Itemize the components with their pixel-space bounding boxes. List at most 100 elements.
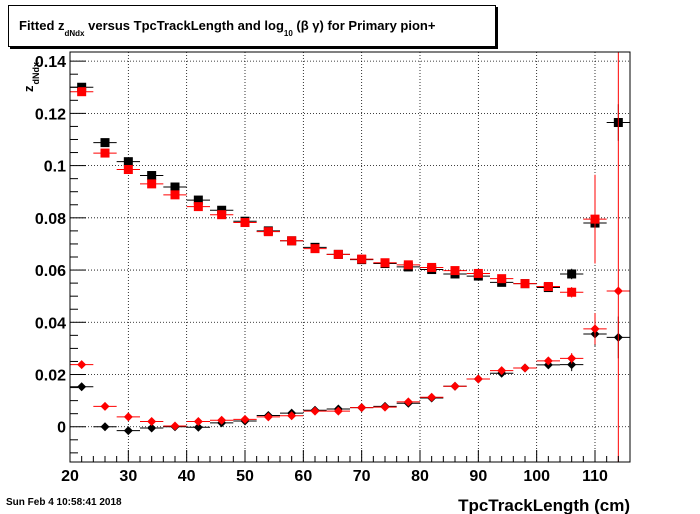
diamond-marker [473,374,483,384]
diamond-marker [77,382,87,392]
data-point [140,179,164,189]
data-points [70,52,630,462]
square-marker [497,274,507,284]
grid-lines [70,52,630,462]
data-point [186,202,210,212]
data-point [560,353,584,364]
data-point [70,382,94,392]
data-point [140,423,164,433]
square-marker [217,210,227,220]
x-tick-label: 30 [119,468,137,485]
square-marker [473,268,483,278]
diamond-marker [427,392,437,402]
data-point [326,406,350,416]
data-point [583,313,607,345]
data-point [256,412,280,422]
square-marker [100,148,110,158]
square-marker [310,244,320,254]
y-axis-label: zdNdx [21,62,41,92]
y-axis-label-main: z [21,85,36,92]
square-marker [147,171,157,181]
data-point [560,268,584,280]
square-marker [263,227,273,237]
diamond-marker [497,366,507,376]
data-point [280,411,304,421]
data-point [70,360,94,370]
date-stamp: Sun Feb 4 10:58:41 2018 [6,497,122,508]
x-tick-label: 90 [469,468,487,485]
data-point [163,421,187,431]
square-marker [427,262,437,272]
diamond-marker [310,406,320,416]
data-point [233,218,257,228]
data-point [443,266,467,276]
diamond-marker [123,412,133,422]
diamond-marker [263,412,273,422]
diamond-marker [77,360,87,370]
diamond-marker [450,381,460,391]
data-point [443,381,467,391]
x-tick-label: 20 [61,468,79,485]
data-point [303,244,327,254]
diamond-marker [100,401,110,411]
square-marker [100,138,110,148]
square-marker [357,254,367,264]
data-point [70,87,94,97]
square-marker [170,190,180,200]
data-point [93,422,117,432]
x-tick-label: 40 [178,468,196,485]
diamond-marker [193,422,203,432]
x-tick-label: 110 [582,468,608,485]
data-point [396,260,420,270]
title-sub-2: 10 [283,29,293,38]
data-point [116,165,140,175]
data-point [163,190,187,200]
x-tick-label: 60 [294,468,312,485]
diamond-marker [123,426,133,436]
data-point [93,401,117,411]
y-tick-label: 0 [57,420,66,437]
data-point [140,171,164,181]
data-point [536,356,560,366]
data-point [373,258,397,268]
y-tick-label: 0.12 [35,106,66,123]
axis-labels: TpcTrackLength (cm) zdNdx [21,62,630,514]
diamond-marker [357,403,367,413]
diamond-marker [100,422,110,432]
diamond-marker [380,402,390,412]
square-marker [543,282,553,292]
data-point [583,174,607,264]
data-point [186,417,210,427]
x-tick-label: 70 [353,468,371,485]
data-point [326,249,350,259]
data-point [373,402,397,412]
square-marker [567,287,577,297]
diamond-marker [217,415,227,425]
x-tick-label: 50 [236,468,254,485]
data-point [350,254,374,264]
title-box: Fitted zdNdx versus TpcTrackLength and l… [8,5,496,47]
diamond-marker [147,417,157,427]
data-point [490,366,514,376]
data-point [280,236,304,246]
data-point [536,282,560,292]
title-part-1: Fitted z [19,18,65,33]
square-marker [287,236,297,246]
square-marker [240,218,250,228]
diamond-marker [567,353,577,363]
data-point [93,148,117,158]
data-point [490,274,514,284]
diamond-marker [170,421,180,431]
square-marker [520,279,530,289]
y-tick-label: 0.02 [35,368,66,385]
data-point [420,392,444,402]
data-point [163,182,187,192]
square-marker [123,157,133,167]
square-marker [403,260,413,270]
square-marker [567,269,577,279]
diamond-marker [543,356,553,366]
y-axis-label-sub: dNdx [31,62,41,85]
diamond-marker [520,363,530,373]
x-tick-label: 100 [523,468,550,485]
square-marker [123,165,133,175]
